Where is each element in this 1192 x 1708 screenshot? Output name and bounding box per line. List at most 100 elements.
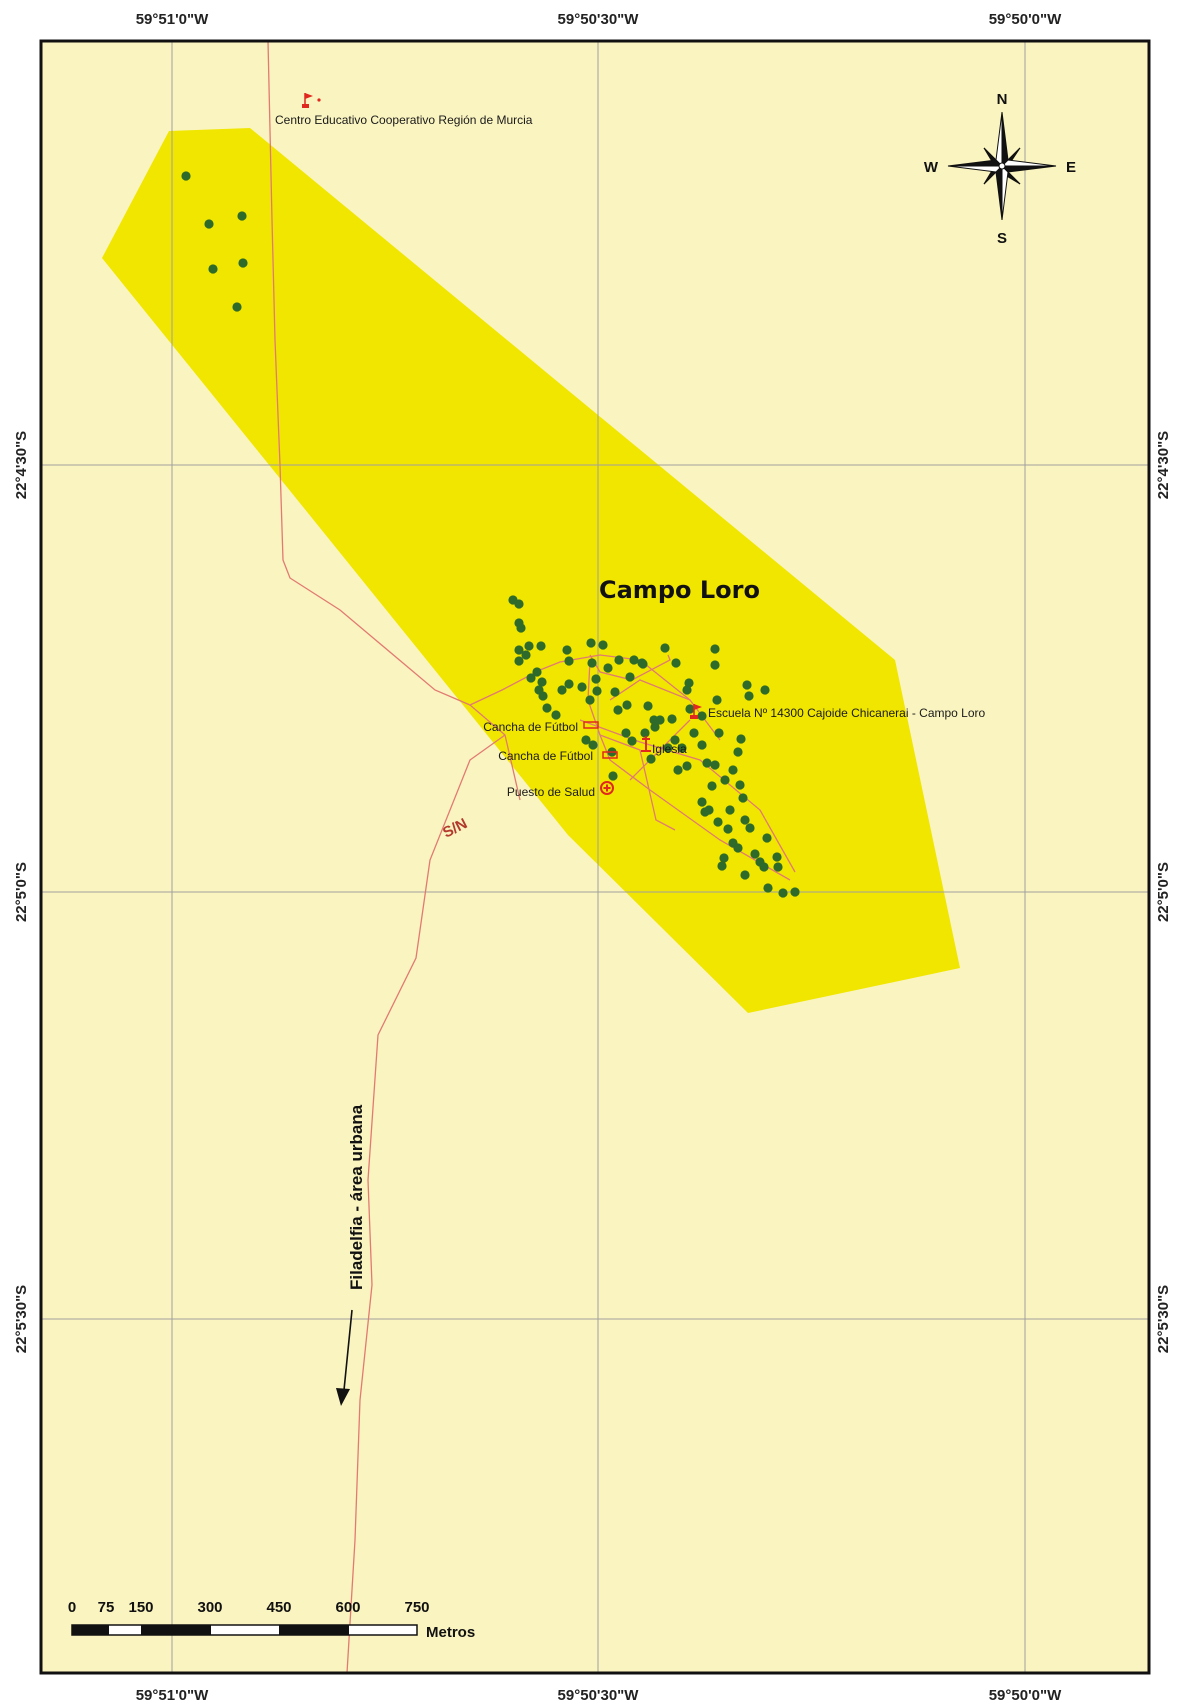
house-marker (655, 715, 665, 725)
house-marker (598, 640, 608, 650)
graticule (41, 41, 1149, 1673)
house-marker (514, 599, 524, 609)
house-marker (625, 672, 635, 682)
lon-label-bottom-3: 59°50'0"W (989, 1687, 1062, 1704)
compass-n: N (997, 91, 1008, 108)
house-marker (733, 747, 743, 757)
house-marker (660, 643, 670, 653)
house-marker (581, 735, 591, 745)
house-marker (720, 775, 730, 785)
label-school-north: Centro Educativo Cooperativo Región de M… (275, 113, 533, 127)
scale-tick-750: 750 (404, 1599, 429, 1616)
house-marker (204, 219, 214, 229)
house-marker (717, 861, 727, 871)
house-marker (640, 728, 650, 738)
house-marker (603, 663, 613, 673)
house-marker (564, 679, 574, 689)
house-marker (646, 754, 656, 764)
house-marker (208, 264, 218, 274)
health-cross-icon (600, 781, 614, 795)
house-marker (697, 711, 707, 721)
house-marker (663, 743, 673, 753)
house-marker (684, 678, 694, 688)
house-marker (588, 740, 598, 750)
scale-tick-0: 0 (68, 1599, 76, 1616)
church-icon (641, 736, 651, 752)
house-marker (667, 714, 677, 724)
house-marker (682, 685, 692, 695)
house-marker (763, 883, 773, 893)
map-title: Campo Loro (599, 576, 760, 604)
community-area (102, 128, 960, 1013)
house-marker (677, 743, 687, 753)
football-pitch-2 (602, 751, 618, 759)
house-marker (536, 641, 546, 651)
direction-arrow (336, 1309, 353, 1406)
house-marker (728, 765, 738, 775)
house-marker (702, 758, 712, 768)
scale-unit: Metros (426, 1624, 475, 1641)
house-marker (629, 655, 639, 665)
house-marker (585, 695, 595, 705)
scale-tick-75: 75 (98, 1599, 115, 1616)
house-marker (733, 843, 743, 853)
house-marker (622, 700, 632, 710)
house-marker (714, 728, 724, 738)
label-direction: Filadelfia - área urbana (347, 1104, 366, 1290)
house-marker (707, 781, 717, 791)
house-marker (532, 667, 542, 677)
house-marker (514, 656, 524, 666)
houses-layer (181, 171, 800, 898)
house-marker (592, 686, 602, 696)
house-marker (710, 644, 720, 654)
house-marker (725, 805, 735, 815)
label-cancha-2: Cancha de Fútbol (498, 749, 593, 763)
house-marker (587, 658, 597, 668)
house-marker (682, 761, 692, 771)
map-frame (39, 39, 1151, 1675)
house-marker (526, 673, 536, 683)
lon-label-top-1: 59°51'0"W (136, 11, 209, 28)
compass-w: W (924, 159, 939, 176)
compass-s: S (997, 230, 1007, 247)
house-marker (577, 682, 587, 692)
lat-label-right-2: 22°5'0"S (1155, 862, 1172, 922)
lat-label-right-1: 22°4'30"S (1155, 431, 1172, 499)
lon-label-top-3: 59°50'0"W (989, 11, 1062, 28)
house-marker (738, 793, 748, 803)
compass-rose-icon: N S E W (924, 91, 1076, 247)
house-marker (650, 722, 660, 732)
label-iglesia: Iglesia (652, 742, 687, 756)
house-marker (181, 171, 191, 181)
scale-tick-300: 300 (197, 1599, 222, 1616)
house-marker (673, 765, 683, 775)
house-marker (613, 705, 623, 715)
house-marker (521, 650, 531, 660)
house-marker (514, 645, 524, 655)
lon-label-bottom-2: 59°50'30"W (558, 1687, 640, 1704)
main-road (267, 40, 691, 706)
house-marker (697, 797, 707, 807)
label-school-campo: Escuela Nº 14300 Cajoide Chicanerai - Ca… (708, 706, 986, 720)
house-marker (608, 771, 618, 781)
house-marker (712, 695, 722, 705)
house-marker (735, 780, 745, 790)
house-marker (542, 703, 552, 713)
house-marker (745, 823, 755, 833)
house-marker (685, 704, 695, 714)
house-marker (516, 623, 526, 633)
house-marker (773, 862, 783, 872)
house-marker (638, 659, 648, 669)
house-marker (740, 870, 750, 880)
house-marker (689, 728, 699, 738)
house-marker (627, 736, 637, 746)
house-marker (237, 211, 247, 221)
house-marker (232, 302, 242, 312)
lon-label-bottom-1: 59°51'0"W (136, 1687, 209, 1704)
house-marker (790, 887, 800, 897)
lat-label-right-3: 22°5'30"S (1155, 1285, 1172, 1353)
house-marker (591, 674, 601, 684)
house-marker (671, 658, 681, 668)
house-marker (564, 656, 574, 666)
